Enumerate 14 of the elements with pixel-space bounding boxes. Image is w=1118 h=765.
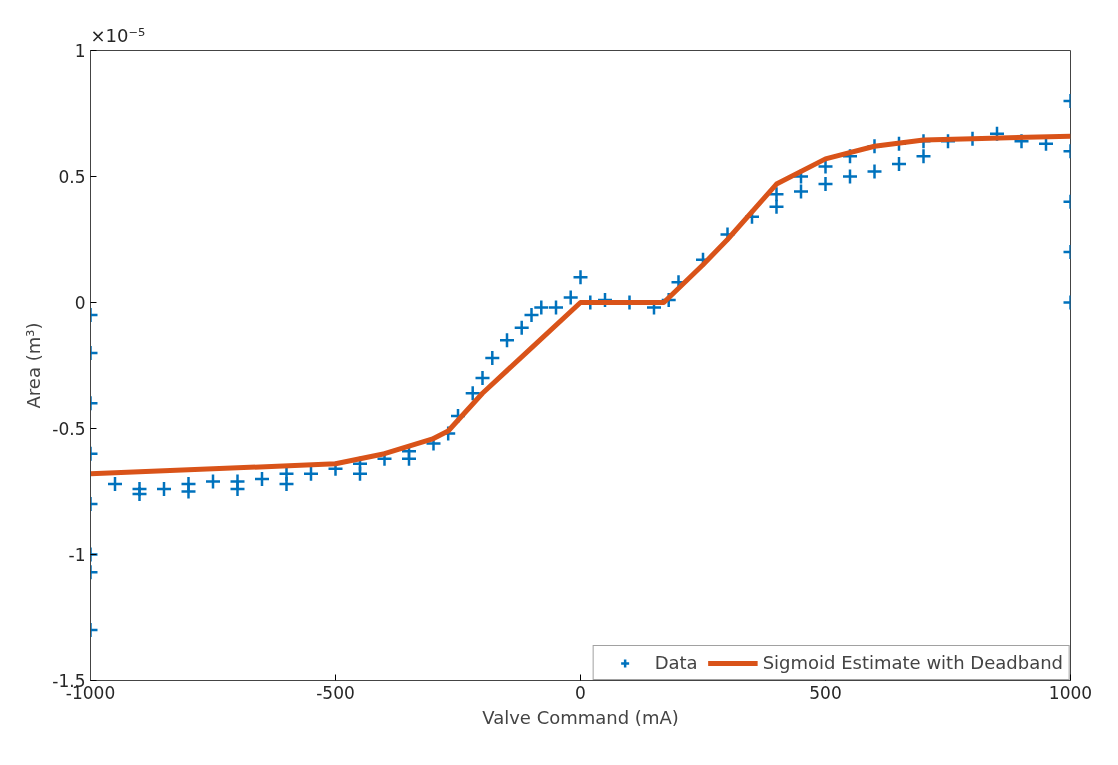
x-tick-label: 1000 <box>1048 682 1093 703</box>
x-tick-label: -500 <box>316 682 355 703</box>
x-axis-title: Valve Command (mA) <box>482 706 679 728</box>
legend-label: Data <box>654 652 698 673</box>
y-tick-label: 0.5 <box>58 167 86 187</box>
x-tick-label: 500 <box>809 682 842 703</box>
legend-label: Sigmoid Estimate with Deadband <box>762 652 1063 673</box>
text: ×10⁻⁵ <box>90 24 146 46</box>
y-tick-label: 0 <box>74 293 86 313</box>
y-tick-label: -0.5 <box>52 419 86 439</box>
y-tick-label: -1 <box>68 545 86 565</box>
y-axis-title: Area (m³) <box>23 322 45 409</box>
x-tick-label: 0 <box>575 682 586 703</box>
y-tick-label: 1 <box>74 41 86 61</box>
